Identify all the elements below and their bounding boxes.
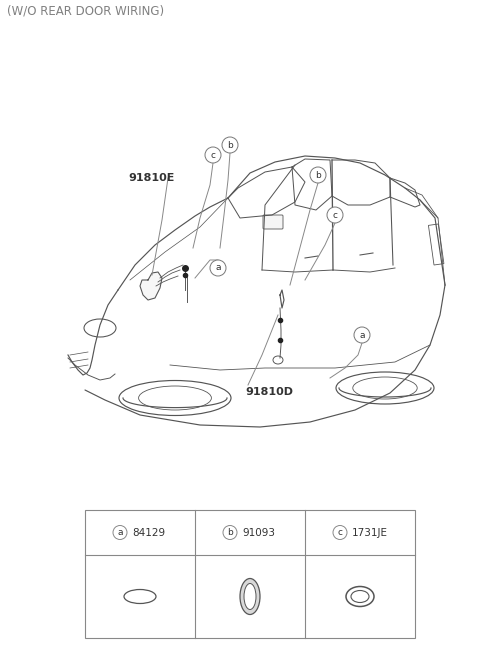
Ellipse shape [244,584,256,610]
Circle shape [222,137,238,153]
Circle shape [210,260,226,276]
Circle shape [223,525,237,540]
Text: a: a [359,331,365,339]
Text: 91810E: 91810E [128,173,174,183]
Text: 91093: 91093 [242,527,275,538]
Text: a: a [215,263,221,272]
Text: b: b [227,528,233,537]
FancyBboxPatch shape [263,215,283,229]
Text: 84129: 84129 [132,527,165,538]
Bar [85,510,415,638]
Circle shape [354,327,370,343]
Text: b: b [227,141,233,149]
Circle shape [113,525,127,540]
Text: c: c [333,210,337,219]
Text: a: a [117,528,123,537]
Text: 91810D: 91810D [245,387,293,397]
Ellipse shape [351,591,369,603]
Circle shape [333,525,347,540]
Text: (W/O REAR DOOR WIRING): (W/O REAR DOOR WIRING) [7,5,164,18]
Circle shape [310,167,326,183]
Text: c: c [337,528,343,537]
Circle shape [205,147,221,163]
Ellipse shape [240,578,260,614]
Text: 1731JE: 1731JE [352,527,388,538]
Text: b: b [315,170,321,179]
Polygon shape [140,272,162,300]
Text: c: c [211,151,216,160]
Bar [429,224,444,265]
Circle shape [327,207,343,223]
